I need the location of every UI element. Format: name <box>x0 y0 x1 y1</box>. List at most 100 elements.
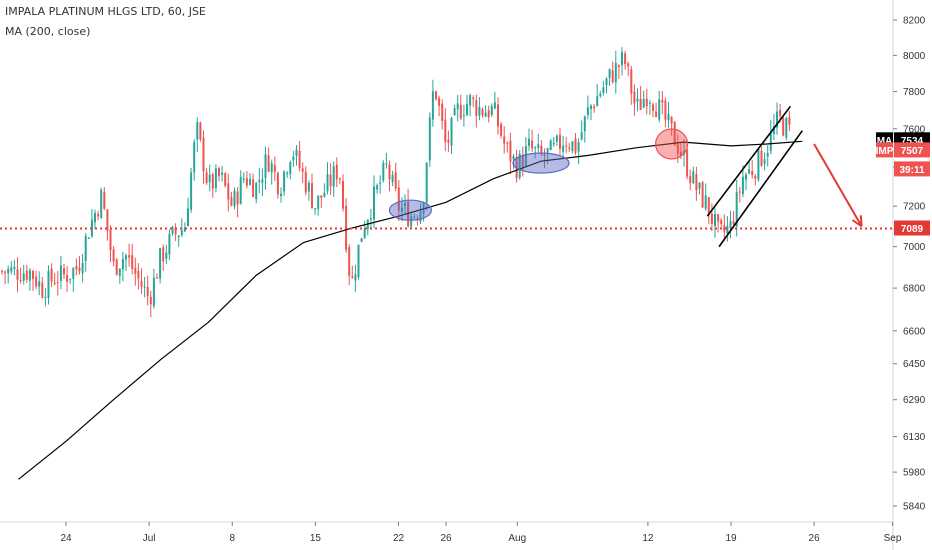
candle <box>760 146 763 167</box>
arrow-down-icon[interactable] <box>813 143 863 228</box>
highlight-ellipse[interactable] <box>388 199 432 221</box>
candle <box>754 174 757 186</box>
candle <box>69 278 72 285</box>
candle <box>239 170 242 205</box>
time-axis[interactable]: 24 Jul 8 15 22 26 Aug 12 19 26 Sep <box>60 522 902 544</box>
candle <box>664 97 667 128</box>
candle <box>174 223 177 241</box>
candle <box>723 214 726 241</box>
candle <box>152 268 155 309</box>
candle <box>131 243 134 275</box>
candle <box>689 169 692 190</box>
candle <box>171 225 174 236</box>
candle <box>602 80 605 96</box>
price-axis[interactable]: 8200800078007600740072007000680066006450… <box>893 16 926 513</box>
candle <box>593 104 596 113</box>
candle <box>642 90 645 109</box>
candle <box>549 138 552 151</box>
candle <box>670 116 673 136</box>
candle <box>304 166 307 196</box>
candle <box>59 255 62 290</box>
candle <box>574 133 577 155</box>
price-tick-label: 7600 <box>903 124 926 135</box>
candle <box>636 88 639 112</box>
plot-area[interactable] <box>0 0 893 522</box>
candle <box>373 175 375 228</box>
candle <box>230 191 233 207</box>
candle <box>351 265 354 279</box>
candle <box>462 104 465 127</box>
candle <box>159 247 162 284</box>
candle <box>586 95 589 120</box>
candle <box>280 187 282 203</box>
candle <box>50 263 53 288</box>
candle <box>363 220 366 240</box>
candle <box>134 257 137 286</box>
candle <box>208 164 211 192</box>
candle <box>506 141 509 153</box>
candle <box>500 121 503 139</box>
indicator-legend[interactable]: MA (200, close) <box>5 25 91 38</box>
highlight-ellipse[interactable] <box>512 152 570 174</box>
candle <box>627 61 630 77</box>
candle <box>84 233 87 272</box>
candle <box>729 210 732 239</box>
price-tick-label: 7000 <box>903 242 926 253</box>
candle <box>745 172 747 191</box>
candle <box>326 162 329 195</box>
candle <box>221 165 224 182</box>
candle <box>53 273 56 286</box>
candle <box>338 177 341 185</box>
candle <box>577 138 580 165</box>
time-tick-label: 12 <box>642 533 654 544</box>
candle <box>431 79 434 127</box>
candle <box>617 64 620 79</box>
candle <box>385 152 388 169</box>
channel-line-upper[interactable] <box>706 105 792 217</box>
candle <box>376 183 379 194</box>
price-tick-label: 6130 <box>903 432 926 443</box>
candle <box>345 198 348 253</box>
candle <box>162 244 165 271</box>
candle <box>444 108 447 152</box>
candle <box>459 94 462 120</box>
price-tick-label: 6600 <box>903 326 926 337</box>
candle <box>493 91 496 110</box>
svg-text:7089: 7089 <box>901 224 924 235</box>
candle <box>596 83 599 107</box>
candle <box>413 213 416 220</box>
ma-line <box>18 140 803 480</box>
candle <box>379 175 382 194</box>
candle <box>264 146 267 190</box>
candle <box>673 120 676 146</box>
time-tick-label: Jul <box>143 533 156 544</box>
candle <box>509 132 512 175</box>
ma-layer <box>18 140 803 480</box>
candle <box>521 146 524 177</box>
candle <box>382 160 385 183</box>
candle <box>233 187 236 210</box>
candle <box>466 95 468 117</box>
candle <box>543 148 546 169</box>
candle <box>652 102 654 118</box>
symbol-title[interactable]: IMPALA PLATINUM HLGS LTD, 60, JSE <box>5 5 206 18</box>
candle <box>38 271 41 296</box>
candle <box>103 187 106 211</box>
candle <box>695 166 698 201</box>
candle <box>769 120 772 155</box>
price-tick-label: 6290 <box>903 395 926 406</box>
candle <box>190 167 193 213</box>
price-tick-label: 5840 <box>903 502 926 513</box>
candle <box>16 257 19 293</box>
candle <box>369 209 372 229</box>
candle <box>692 166 695 185</box>
candle <box>645 88 648 115</box>
channel-line-lower[interactable] <box>718 130 803 248</box>
highlight-circle[interactable] <box>654 128 689 160</box>
candle <box>416 214 419 226</box>
candle <box>245 171 248 189</box>
candle <box>22 264 25 285</box>
time-tick-label: 15 <box>310 533 322 544</box>
time-tick-label: 26 <box>440 533 452 544</box>
